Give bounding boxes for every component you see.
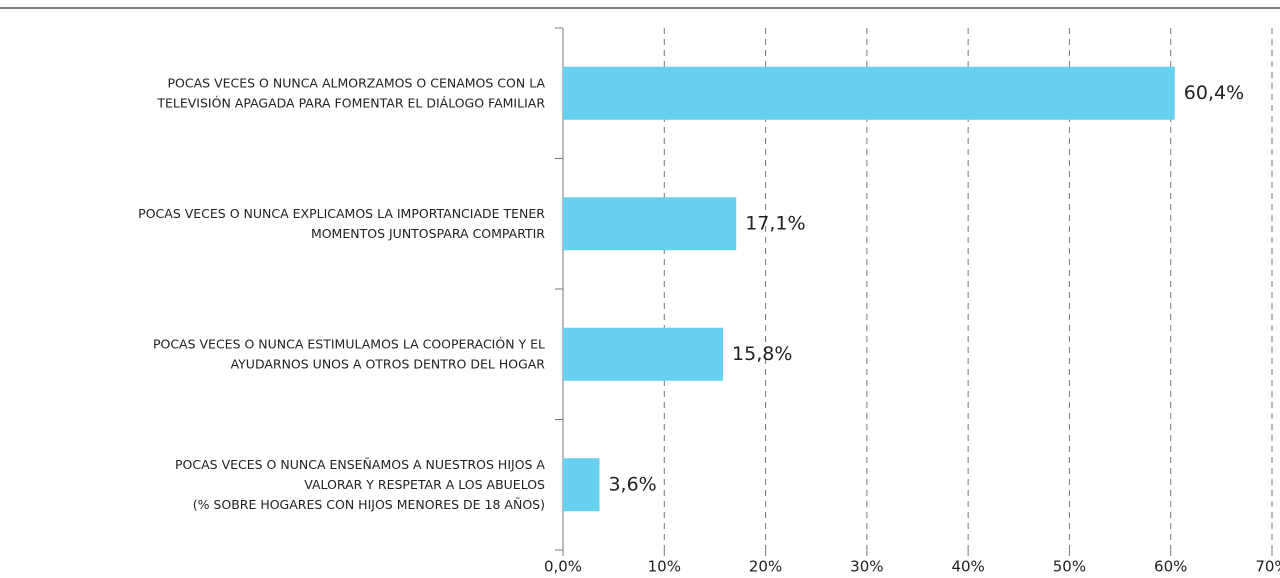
category-label-line: TELEVISIÓN APAGADA PARA FOMENTAR EL DIÁL… [156, 95, 545, 110]
category-label-line: POCAS VECES O NUNCA ESTIMULAMOS LA COOPE… [153, 336, 545, 351]
x-tick-label: 0,0% [544, 558, 582, 576]
category-label-line: VALORAR Y RESPETAR A LOS ABUELOS [304, 476, 545, 491]
category-label: POCAS VECES O NUNCA ESTIMULAMOS LA COOPE… [153, 336, 545, 371]
value-label: 17,1% [745, 212, 805, 234]
category-label-line: AYUDARNOS UNOS A OTROS DENTRO DEL HOGAR [231, 356, 546, 371]
category-label-line: MOMENTOS JUNTOSPARA COMPARTIR [311, 225, 545, 240]
bar [563, 458, 600, 512]
x-tick-label: 60% [1154, 558, 1187, 576]
category-label: POCAS VECES O NUNCA EXPLICAMOS LA IMPORT… [138, 205, 545, 240]
bar [563, 66, 1175, 120]
value-label: 60,4% [1184, 82, 1244, 104]
x-tick-label: 40% [951, 558, 984, 576]
bar [563, 197, 737, 251]
x-tick-label: 70% [1255, 558, 1280, 576]
x-tick-label: 30% [850, 558, 883, 576]
category-label-line: (% SOBRE HOGARES CON HIJOS MENORES DE 18… [193, 496, 545, 511]
category-label: POCAS VECES O NUNCA ENSEÑAMOS A NUESTROS… [175, 456, 545, 511]
category-label: POCAS VECES O NUNCA ALMORZAMOS O CENAMOS… [156, 75, 545, 110]
value-label: 15,8% [732, 343, 792, 365]
x-tick-label: 10% [648, 558, 681, 576]
bar [563, 327, 724, 381]
category-label-line: POCAS VECES O NUNCA ALMORZAMOS O CENAMOS… [168, 75, 546, 90]
category-label-line: POCAS VECES O NUNCA ENSEÑAMOS A NUESTROS… [175, 456, 545, 471]
value-label: 3,6% [608, 473, 656, 495]
x-tick-label: 50% [1053, 558, 1086, 576]
category-label-line: POCAS VECES O NUNCA EXPLICAMOS LA IMPORT… [138, 205, 545, 220]
x-tick-label: 20% [749, 558, 782, 576]
